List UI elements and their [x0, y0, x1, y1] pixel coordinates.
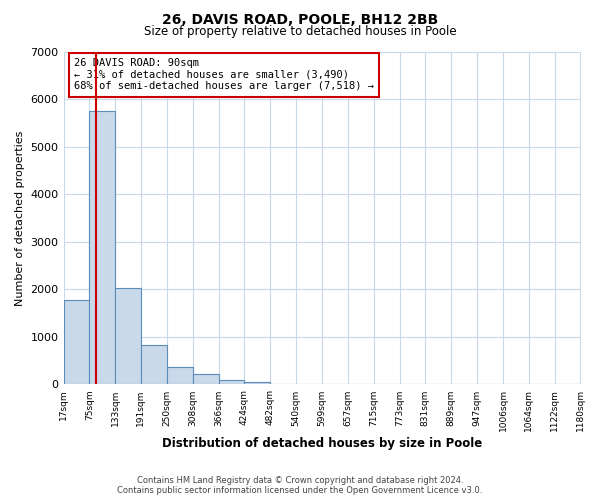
Text: 26 DAVIS ROAD: 90sqm
← 31% of detached houses are smaller (3,490)
68% of semi-de: 26 DAVIS ROAD: 90sqm ← 31% of detached h…: [74, 58, 374, 92]
X-axis label: Distribution of detached houses by size in Poole: Distribution of detached houses by size …: [162, 437, 482, 450]
Text: 26, DAVIS ROAD, POOLE, BH12 2BB: 26, DAVIS ROAD, POOLE, BH12 2BB: [162, 12, 438, 26]
Bar: [244, 382, 270, 384]
Bar: [141, 345, 167, 385]
Bar: [167, 367, 193, 384]
Text: Contains HM Land Registry data © Crown copyright and database right 2024.
Contai: Contains HM Land Registry data © Crown c…: [118, 476, 482, 495]
Y-axis label: Number of detached properties: Number of detached properties: [15, 130, 25, 306]
Text: Size of property relative to detached houses in Poole: Size of property relative to detached ho…: [143, 25, 457, 38]
Bar: [218, 380, 244, 384]
Bar: [193, 374, 218, 384]
Bar: [64, 300, 89, 384]
Bar: [115, 288, 141, 384]
Bar: [89, 111, 115, 384]
